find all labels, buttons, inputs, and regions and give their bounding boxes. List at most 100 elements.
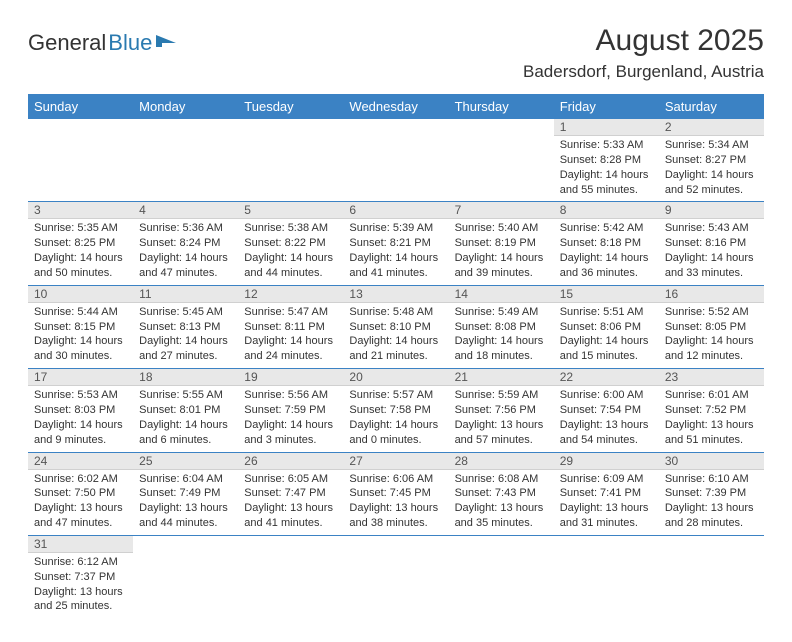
calendar-day-cell: 25Sunrise: 6:04 AMSunset: 7:49 PMDayligh… bbox=[133, 452, 238, 535]
day-content: Sunrise: 5:38 AMSunset: 8:22 PMDaylight:… bbox=[238, 219, 343, 284]
sunrise-text: Sunrise: 6:08 AM bbox=[455, 472, 548, 487]
daylight-text: Daylight: 14 hours and 21 minutes. bbox=[349, 334, 442, 364]
day-content: Sunrise: 6:06 AMSunset: 7:45 PMDaylight:… bbox=[343, 470, 448, 535]
daylight-text: Daylight: 14 hours and 47 minutes. bbox=[139, 251, 232, 281]
day-number: 19 bbox=[238, 369, 343, 386]
day-number: 23 bbox=[659, 369, 764, 386]
day-number: 4 bbox=[133, 202, 238, 219]
weekday-header: Wednesday bbox=[343, 94, 448, 119]
calendar-day-cell: 9Sunrise: 5:43 AMSunset: 8:16 PMDaylight… bbox=[659, 202, 764, 285]
weekday-header-row: Sunday Monday Tuesday Wednesday Thursday… bbox=[28, 94, 764, 119]
sunrise-text: Sunrise: 5:45 AM bbox=[139, 305, 232, 320]
sunrise-text: Sunrise: 5:44 AM bbox=[34, 305, 127, 320]
sunset-text: Sunset: 7:43 PM bbox=[455, 486, 548, 501]
sunrise-text: Sunrise: 6:12 AM bbox=[34, 555, 127, 570]
calendar-day-cell: 22Sunrise: 6:00 AMSunset: 7:54 PMDayligh… bbox=[554, 369, 659, 452]
sunset-text: Sunset: 7:52 PM bbox=[665, 403, 758, 418]
calendar-day-cell: 3Sunrise: 5:35 AMSunset: 8:25 PMDaylight… bbox=[28, 202, 133, 285]
day-number: 7 bbox=[449, 202, 554, 219]
day-content: Sunrise: 5:53 AMSunset: 8:03 PMDaylight:… bbox=[28, 386, 133, 451]
sunset-text: Sunset: 8:16 PM bbox=[665, 236, 758, 251]
calendar-day-cell bbox=[554, 535, 659, 618]
daylight-text: Daylight: 14 hours and 24 minutes. bbox=[244, 334, 337, 364]
daylight-text: Daylight: 14 hours and 44 minutes. bbox=[244, 251, 337, 281]
calendar-day-cell bbox=[343, 535, 448, 618]
daylight-text: Daylight: 13 hours and 31 minutes. bbox=[560, 501, 653, 531]
daylight-text: Daylight: 13 hours and 54 minutes. bbox=[560, 418, 653, 448]
daylight-text: Daylight: 13 hours and 25 minutes. bbox=[34, 585, 127, 615]
day-number: 31 bbox=[28, 536, 133, 553]
daylight-text: Daylight: 13 hours and 41 minutes. bbox=[244, 501, 337, 531]
sunrise-text: Sunrise: 5:57 AM bbox=[349, 388, 442, 403]
day-number: 20 bbox=[343, 369, 448, 386]
sunset-text: Sunset: 8:06 PM bbox=[560, 320, 653, 335]
sunrise-text: Sunrise: 5:59 AM bbox=[455, 388, 548, 403]
day-content: Sunrise: 6:00 AMSunset: 7:54 PMDaylight:… bbox=[554, 386, 659, 451]
day-content: Sunrise: 5:43 AMSunset: 8:16 PMDaylight:… bbox=[659, 219, 764, 284]
sunrise-text: Sunrise: 6:02 AM bbox=[34, 472, 127, 487]
day-content: Sunrise: 6:02 AMSunset: 7:50 PMDaylight:… bbox=[28, 470, 133, 535]
day-number: 22 bbox=[554, 369, 659, 386]
calendar-day-cell: 28Sunrise: 6:08 AMSunset: 7:43 PMDayligh… bbox=[449, 452, 554, 535]
calendar-week-row: 31Sunrise: 6:12 AMSunset: 7:37 PMDayligh… bbox=[28, 535, 764, 618]
calendar-day-cell: 31Sunrise: 6:12 AMSunset: 7:37 PMDayligh… bbox=[28, 535, 133, 618]
daylight-text: Daylight: 13 hours and 47 minutes. bbox=[34, 501, 127, 531]
logo-text-general: General bbox=[28, 30, 106, 56]
sunset-text: Sunset: 8:21 PM bbox=[349, 236, 442, 251]
sunrise-text: Sunrise: 6:09 AM bbox=[560, 472, 653, 487]
day-number: 21 bbox=[449, 369, 554, 386]
sunset-text: Sunset: 8:11 PM bbox=[244, 320, 337, 335]
sunrise-text: Sunrise: 5:49 AM bbox=[455, 305, 548, 320]
calendar-day-cell: 6Sunrise: 5:39 AMSunset: 8:21 PMDaylight… bbox=[343, 202, 448, 285]
daylight-text: Daylight: 14 hours and 41 minutes. bbox=[349, 251, 442, 281]
daylight-text: Daylight: 13 hours and 28 minutes. bbox=[665, 501, 758, 531]
day-number: 28 bbox=[449, 453, 554, 470]
calendar-page: General Blue August 2025 Badersdorf, Bur… bbox=[0, 0, 792, 642]
weekday-header: Monday bbox=[133, 94, 238, 119]
calendar-day-cell: 10Sunrise: 5:44 AMSunset: 8:15 PMDayligh… bbox=[28, 285, 133, 368]
day-number: 9 bbox=[659, 202, 764, 219]
daylight-text: Daylight: 14 hours and 3 minutes. bbox=[244, 418, 337, 448]
calendar-day-cell bbox=[133, 119, 238, 202]
daylight-text: Daylight: 14 hours and 18 minutes. bbox=[455, 334, 548, 364]
day-content: Sunrise: 5:56 AMSunset: 7:59 PMDaylight:… bbox=[238, 386, 343, 451]
sunrise-text: Sunrise: 6:05 AM bbox=[244, 472, 337, 487]
sunrise-text: Sunrise: 6:01 AM bbox=[665, 388, 758, 403]
weekday-header: Sunday bbox=[28, 94, 133, 119]
daylight-text: Daylight: 14 hours and 39 minutes. bbox=[455, 251, 548, 281]
daylight-text: Daylight: 14 hours and 52 minutes. bbox=[665, 168, 758, 198]
day-number: 6 bbox=[343, 202, 448, 219]
calendar-day-cell: 16Sunrise: 5:52 AMSunset: 8:05 PMDayligh… bbox=[659, 285, 764, 368]
calendar-day-cell: 11Sunrise: 5:45 AMSunset: 8:13 PMDayligh… bbox=[133, 285, 238, 368]
calendar-day-cell: 17Sunrise: 5:53 AMSunset: 8:03 PMDayligh… bbox=[28, 369, 133, 452]
sunset-text: Sunset: 8:05 PM bbox=[665, 320, 758, 335]
weekday-header: Tuesday bbox=[238, 94, 343, 119]
day-content: Sunrise: 6:08 AMSunset: 7:43 PMDaylight:… bbox=[449, 470, 554, 535]
day-content: Sunrise: 5:59 AMSunset: 7:56 PMDaylight:… bbox=[449, 386, 554, 451]
sunset-text: Sunset: 8:18 PM bbox=[560, 236, 653, 251]
calendar-day-cell: 5Sunrise: 5:38 AMSunset: 8:22 PMDaylight… bbox=[238, 202, 343, 285]
sunset-text: Sunset: 7:47 PM bbox=[244, 486, 337, 501]
sunset-text: Sunset: 7:50 PM bbox=[34, 486, 127, 501]
daylight-text: Daylight: 14 hours and 36 minutes. bbox=[560, 251, 653, 281]
sunrise-text: Sunrise: 5:55 AM bbox=[139, 388, 232, 403]
calendar-day-cell: 1Sunrise: 5:33 AMSunset: 8:28 PMDaylight… bbox=[554, 119, 659, 202]
day-number: 15 bbox=[554, 286, 659, 303]
logo-flag-icon bbox=[156, 33, 178, 54]
daylight-text: Daylight: 14 hours and 9 minutes. bbox=[34, 418, 127, 448]
calendar-day-cell: 14Sunrise: 5:49 AMSunset: 8:08 PMDayligh… bbox=[449, 285, 554, 368]
day-content: Sunrise: 5:34 AMSunset: 8:27 PMDaylight:… bbox=[659, 136, 764, 201]
daylight-text: Daylight: 13 hours and 35 minutes. bbox=[455, 501, 548, 531]
sunrise-text: Sunrise: 5:53 AM bbox=[34, 388, 127, 403]
sunrise-text: Sunrise: 5:43 AM bbox=[665, 221, 758, 236]
calendar-day-cell: 27Sunrise: 6:06 AMSunset: 7:45 PMDayligh… bbox=[343, 452, 448, 535]
daylight-text: Daylight: 14 hours and 33 minutes. bbox=[665, 251, 758, 281]
day-number: 14 bbox=[449, 286, 554, 303]
calendar-day-cell bbox=[659, 535, 764, 618]
day-content: Sunrise: 5:47 AMSunset: 8:11 PMDaylight:… bbox=[238, 303, 343, 368]
sunset-text: Sunset: 8:22 PM bbox=[244, 236, 337, 251]
day-number: 25 bbox=[133, 453, 238, 470]
day-number: 18 bbox=[133, 369, 238, 386]
day-number: 24 bbox=[28, 453, 133, 470]
sunset-text: Sunset: 8:28 PM bbox=[560, 153, 653, 168]
